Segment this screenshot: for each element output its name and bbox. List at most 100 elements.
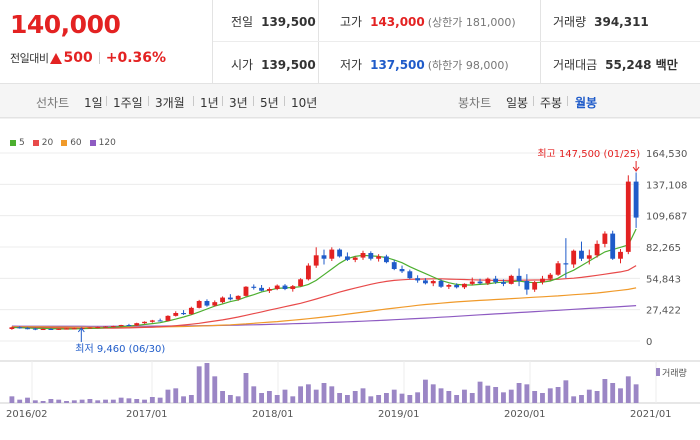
divider [213, 41, 700, 42]
candle-body [227, 297, 233, 300]
range-10y[interactable]: 10년 [291, 96, 318, 110]
candle-body [555, 263, 561, 275]
volume-bar [165, 389, 171, 403]
prev-label: 전일 [231, 15, 254, 29]
chart-grid [0, 118, 700, 404]
candle-daily[interactable]: 일봉 [506, 96, 529, 110]
candle-body [149, 320, 155, 322]
volume-bar [212, 376, 218, 403]
candle-body [571, 250, 577, 265]
separator [222, 96, 223, 106]
volume-bar [571, 396, 577, 403]
range-3m[interactable]: 3개월 [155, 96, 185, 110]
volume-bar [79, 399, 85, 403]
candle-weekly[interactable]: 주봉 [540, 96, 563, 110]
candle-body [126, 325, 132, 327]
volume-bar [532, 391, 538, 403]
upper-limit: (상한가 181,000) [427, 16, 516, 29]
price-chart[interactable]: 164,530 137,108 109,687 82,265 54,843 27,422 0… [0, 118, 700, 440]
candle-body [95, 327, 101, 329]
candle-body [87, 327, 93, 329]
volume-bar [430, 384, 436, 403]
candle-chart-label: 봉차트 [458, 96, 492, 110]
volume-bar [360, 388, 366, 403]
volume-bar [227, 395, 233, 403]
volume-bar [32, 400, 38, 403]
volume-bar [313, 389, 319, 403]
x-tick-label: 2020/01 [504, 409, 546, 420]
volume-bars: 거래량 [9, 363, 687, 403]
volume-bar [110, 399, 116, 403]
volume-bar [516, 383, 522, 403]
volume-bar [423, 379, 428, 403]
volume-bar [71, 400, 77, 403]
open-label: 시가 [231, 58, 254, 72]
volume-bar [173, 388, 179, 403]
candle-body [462, 283, 467, 288]
high-value: 143,000 [370, 15, 425, 29]
volume-bar [142, 399, 147, 403]
volume-bar [321, 383, 327, 403]
x-tick-label: 2019/01 [378, 409, 420, 420]
low-price: 저가 137,500 (하한가 98,000) [340, 56, 509, 73]
ma5-line [11, 228, 637, 330]
candle-monthly[interactable]: 월봉 [575, 96, 598, 110]
candle-body [282, 285, 288, 290]
volume-bar [196, 366, 202, 403]
candle-body [625, 181, 631, 252]
candle-body [165, 315, 171, 321]
open-value: 139,500 [261, 58, 316, 72]
volume-bar [204, 363, 210, 403]
quote-panel: 140,000 전일대비 500 +0.36% 전일 139,500 시가 13… [0, 0, 700, 84]
candle-body [352, 257, 358, 260]
volume-legend-swatch [656, 368, 660, 376]
change-value: 500 [63, 50, 93, 66]
range-3y[interactable]: 3년 [229, 96, 248, 110]
volume-bar [415, 392, 421, 403]
volume-bar [376, 395, 382, 403]
candle-body [524, 281, 530, 290]
range-1w[interactable]: 1주일 [113, 96, 143, 110]
legend-ma20: 20 [32, 138, 53, 148]
price-box: 140,000 전일대비 500 +0.36% [0, 0, 213, 84]
chart-toolbar: 선차트 1일 1주일 3개월 1년 3년 5년 10년 봉차트 일봉 주봉 월봉 [0, 84, 700, 118]
y-tick-label: 54,843 [646, 274, 681, 285]
candle-body [235, 295, 241, 300]
volume-bar [220, 391, 225, 403]
candle-body [594, 243, 600, 256]
candle-body [430, 281, 436, 284]
range-1d[interactable]: 1일 [84, 96, 103, 110]
volume-bar [337, 393, 343, 403]
candle-body [298, 279, 304, 287]
candle-body [423, 280, 428, 284]
amount-label: 거래대금 [553, 58, 598, 72]
volume-bar [384, 393, 389, 403]
candle-body [376, 256, 382, 259]
volume-bar [181, 396, 186, 403]
y-tick-label: 82,265 [646, 243, 681, 254]
volume-bar [501, 392, 506, 403]
volume-bar [17, 399, 23, 403]
volume-bar [9, 396, 15, 403]
volume-bar [298, 386, 304, 403]
separator [148, 96, 149, 106]
candle-body [188, 307, 194, 315]
volume-bar [579, 395, 584, 403]
amount-value: 55,248 백만 [605, 58, 678, 72]
lower-limit: (하한가 98,000) [427, 59, 509, 72]
range-5y[interactable]: 5년 [260, 96, 279, 110]
volume-bar [469, 393, 475, 403]
volume-bar [555, 387, 561, 403]
trade-amount: 거래대금 55,248 백만 [553, 56, 678, 73]
candle-body [547, 274, 553, 279]
candle-body [220, 297, 225, 303]
high-annotation: 최고 147,500 (01/25) [537, 148, 640, 160]
candle-body [40, 329, 46, 331]
change-label: 전일대비 [10, 52, 49, 65]
y-tick-label: 137,108 [646, 180, 687, 191]
x-tick-label: 2016/02 [6, 409, 48, 420]
candle-body [469, 281, 475, 284]
legend-ma5-label: 5 [19, 138, 25, 148]
range-1y[interactable]: 1년 [200, 96, 219, 110]
prev-close: 전일 139,500 [231, 13, 316, 30]
